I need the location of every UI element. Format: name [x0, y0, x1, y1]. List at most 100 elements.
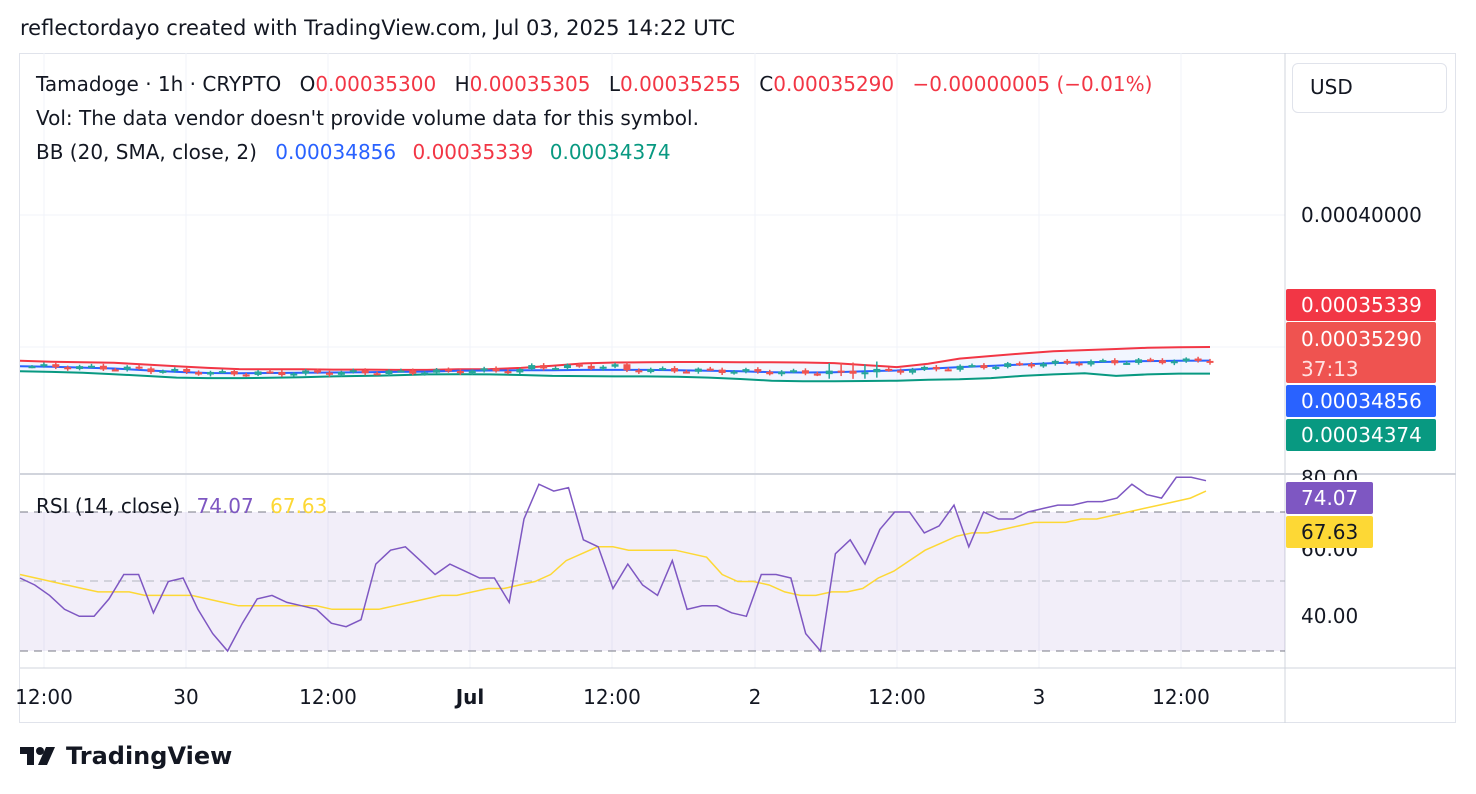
candle-body — [206, 371, 214, 375]
rsi-legend: RSI (14, close) 74.07 67.63 — [36, 494, 331, 518]
candle-body — [909, 369, 917, 373]
candle-body — [575, 364, 583, 367]
candle-body — [444, 369, 452, 372]
candle-body — [623, 364, 631, 371]
candles — [28, 356, 1214, 379]
candle-body — [1039, 363, 1047, 367]
candle-body — [647, 368, 655, 373]
bb-legend: BB (20, SMA, close, 2) 0.00034856 0.0003… — [36, 140, 675, 164]
candle-body — [302, 370, 310, 374]
candle-body — [766, 371, 774, 375]
candle-body — [813, 373, 821, 376]
ohlc-legend: Tamadoge · 1h · CRYPTO O0.00035300 H0.00… — [36, 72, 1156, 96]
rsi-value-tag: 74.07 — [1286, 482, 1373, 514]
candle-body — [278, 371, 286, 376]
candle-body — [230, 371, 238, 375]
candle-body — [1147, 359, 1155, 362]
candle-body — [873, 368, 881, 373]
candle-body — [552, 368, 560, 371]
candle-body — [314, 370, 322, 373]
candle-body — [337, 371, 345, 375]
rsi-axis-tick-40: 40.00 — [1301, 604, 1359, 628]
candle-body — [944, 369, 952, 372]
bb-lower-tag: 0.00034374 — [1286, 419, 1436, 451]
x-axis-label: 12:00 — [15, 685, 73, 709]
candle-body — [980, 365, 988, 369]
candle-body — [825, 370, 833, 375]
candle-body — [1028, 364, 1036, 367]
candle-body — [218, 371, 226, 374]
candle-body — [159, 370, 167, 373]
rsi-label: RSI (14, close) — [36, 494, 181, 518]
bb-upper-tag: 0.00035339 — [1286, 289, 1436, 321]
candle-body — [1111, 360, 1119, 364]
candle-body — [1099, 360, 1107, 363]
candle-body — [87, 365, 95, 368]
open-label: O — [299, 72, 316, 96]
rsi-value: 74.07 — [196, 494, 254, 518]
candle-body — [456, 370, 464, 374]
candle-body — [992, 366, 1000, 369]
candle-body — [790, 370, 798, 373]
candle-body — [468, 370, 476, 374]
bb-upper-value: 0.00035339 — [412, 140, 534, 164]
close-value: 0.00035290 — [773, 72, 895, 96]
bb-basis-tag: 0.00034856 — [1286, 385, 1436, 417]
candle-body — [849, 370, 857, 374]
currency-selector[interactable]: USD — [1292, 63, 1447, 113]
low-label: L — [608, 72, 621, 96]
high-value: 0.00035305 — [469, 72, 591, 96]
candle-body — [932, 366, 940, 370]
bb-lower-line — [19, 370, 1210, 383]
symbol-label: Tamadoge · 1h · CRYPTO — [36, 72, 282, 96]
candle-body — [504, 371, 512, 374]
candle-body — [135, 366, 143, 369]
rsi-ma-value: 67.63 — [270, 494, 328, 518]
candle-body — [718, 369, 726, 374]
candle-body — [1004, 363, 1012, 367]
candle-body — [694, 368, 702, 372]
x-axis-label: 12:00 — [868, 685, 926, 709]
candle-body — [480, 368, 488, 371]
bb-lower-value: 0.00034374 — [549, 140, 671, 164]
candle-body — [361, 370, 369, 374]
candle-body — [730, 371, 738, 374]
candle-body — [421, 372, 429, 375]
candle-body — [778, 371, 786, 375]
candle-body — [516, 369, 524, 373]
candle-body — [492, 368, 500, 372]
candle-body — [754, 369, 762, 372]
candle-body — [897, 370, 905, 373]
candle-body — [40, 364, 48, 367]
tradingview-logo[interactable]: TradingView — [20, 742, 232, 770]
candle-body — [147, 368, 155, 373]
candle-body — [1170, 361, 1178, 364]
tradingview-logo-icon — [20, 747, 55, 765]
high-label: H — [454, 72, 470, 96]
candle-body — [1182, 358, 1190, 362]
candle-body — [635, 370, 643, 373]
bb-upper-line — [19, 346, 1211, 371]
candle-body — [433, 369, 441, 373]
candle-body — [706, 368, 714, 371]
candle-body — [659, 368, 667, 371]
candle-body — [599, 366, 607, 369]
candle-body — [611, 364, 619, 367]
chart-frame — [19, 53, 1456, 723]
candle-body — [587, 365, 595, 369]
candle-body — [242, 374, 250, 377]
candle-body — [325, 372, 333, 375]
last-price-tag: 0.00035290 37:13 — [1286, 322, 1436, 383]
tradingview-brand: TradingView — [66, 742, 233, 770]
rsi-line — [19, 476, 1207, 653]
candle-body — [682, 371, 690, 374]
open-value: 0.00035300 — [315, 72, 437, 96]
price-axis-tick: 0.00040000 — [1301, 203, 1422, 227]
candle-body — [99, 365, 107, 370]
candle-body — [742, 369, 750, 372]
candle-body — [1194, 358, 1202, 361]
candle-body — [52, 364, 60, 368]
candle-body — [195, 372, 203, 375]
rsi-ma-line — [19, 490, 1207, 611]
